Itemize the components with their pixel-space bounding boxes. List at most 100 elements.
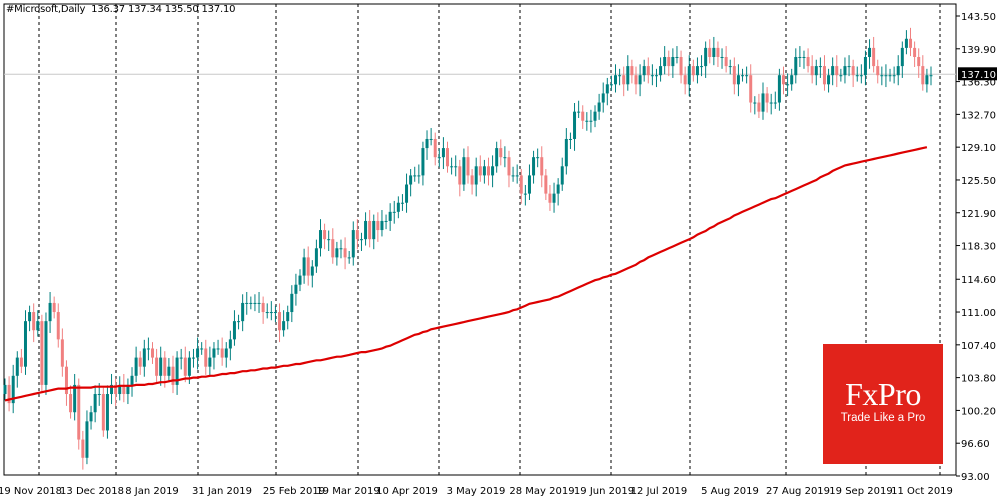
candle-bull xyxy=(802,56,806,58)
candle-bear xyxy=(343,248,347,258)
x-tick-label: 19 Sep 2019 xyxy=(829,486,892,497)
candle-bear xyxy=(433,138,437,158)
candle-bull xyxy=(900,47,904,67)
candle-bull xyxy=(425,138,429,149)
candle-bull xyxy=(294,284,298,294)
candle-bull xyxy=(396,202,400,212)
y-tick-label: 132.70 xyxy=(961,110,996,121)
candle-bear xyxy=(7,384,11,404)
y-tick-label: 103.80 xyxy=(961,374,996,385)
candle-bull xyxy=(609,84,613,86)
candle-bull xyxy=(93,394,97,413)
candle-bear xyxy=(749,75,753,103)
candle-bear xyxy=(81,439,85,458)
candle-bull xyxy=(208,357,212,367)
candle-bull xyxy=(421,148,425,176)
candle-bull xyxy=(761,93,765,112)
candle-bull xyxy=(736,75,740,85)
candle-bull xyxy=(515,175,519,177)
candle-bear xyxy=(781,75,785,85)
low-value: 135.50 xyxy=(164,4,199,15)
candle-bull xyxy=(130,375,134,385)
candle-bear xyxy=(470,175,474,185)
candle-bear xyxy=(581,111,585,121)
plot-frame xyxy=(3,3,957,476)
candle-bull xyxy=(200,348,204,350)
candle-bull xyxy=(650,75,654,77)
candle-bull xyxy=(568,138,572,140)
x-tick-label: 8 Jan 2019 xyxy=(125,486,179,497)
candle-bull xyxy=(454,166,458,168)
candle-bull xyxy=(314,248,318,267)
candle-bull xyxy=(827,75,831,85)
candle-bull xyxy=(351,230,355,258)
candle-bull xyxy=(232,321,236,340)
y-tick-label: 139.90 xyxy=(961,45,996,56)
candle-bull xyxy=(364,220,368,240)
candle-bull xyxy=(253,302,257,304)
candle-bull xyxy=(97,394,101,396)
candle-bear xyxy=(101,394,105,431)
candle-bull xyxy=(265,312,269,314)
x-tick-label: 19 Nov 2018 xyxy=(0,486,62,497)
candle-bull xyxy=(167,366,171,376)
candle-bull xyxy=(843,66,847,76)
candle-bull xyxy=(503,157,507,159)
candle-bull xyxy=(753,102,757,104)
candle-bull xyxy=(302,257,306,276)
candle-bull xyxy=(290,293,294,313)
candle-bull xyxy=(585,120,589,122)
candle-bull xyxy=(126,384,130,395)
candle-bear xyxy=(724,56,728,67)
candle-bear xyxy=(138,357,142,367)
candle-bear xyxy=(765,93,769,103)
high-value: 137.34 xyxy=(127,4,162,15)
candle-bull xyxy=(700,66,704,68)
candle-bull xyxy=(896,66,900,76)
candle-bull xyxy=(704,47,708,67)
candle-bull xyxy=(831,66,835,76)
candle-bull xyxy=(400,202,404,204)
candle-bull xyxy=(73,384,77,413)
candle-bull xyxy=(187,357,191,376)
candle-bear xyxy=(810,66,814,76)
logo-name: FxPro xyxy=(845,376,921,412)
candle-bull xyxy=(273,312,277,314)
candle-bull xyxy=(482,166,486,176)
candle-bear xyxy=(519,175,523,194)
candle-bear xyxy=(540,157,544,176)
candle-bull xyxy=(786,84,790,86)
candle-bear xyxy=(466,157,470,176)
candle-bull xyxy=(335,248,339,258)
close-value: 137.10 xyxy=(201,4,236,15)
candle-bull xyxy=(904,38,908,48)
candle-bull xyxy=(89,412,93,422)
candle-bull xyxy=(105,394,109,431)
candle-bear xyxy=(446,148,450,167)
candle-bull xyxy=(327,239,331,241)
y-tick-label: 125.50 xyxy=(961,176,996,187)
candle-bull xyxy=(146,348,150,350)
candle-bear xyxy=(261,302,265,313)
candle-bull xyxy=(532,157,536,176)
candle-bull xyxy=(626,66,630,85)
x-tick-label: 13 Dec 2018 xyxy=(60,486,124,497)
y-tick-label: 93.00 xyxy=(961,472,990,483)
candle-bull xyxy=(741,75,745,77)
open-value: 136.37 xyxy=(91,4,125,15)
candle-bull xyxy=(298,275,302,285)
candle-bear xyxy=(40,321,44,385)
x-tick-label: 25 Feb 2019 xyxy=(263,486,325,497)
candle-bull xyxy=(417,175,421,177)
candle-bull xyxy=(659,66,663,76)
candle-bull xyxy=(794,56,798,76)
candle-bull xyxy=(601,93,605,103)
y-tick-label: 114.60 xyxy=(961,275,996,286)
current-price-tag-bg xyxy=(958,67,997,81)
candle-bear xyxy=(478,166,482,176)
candle-bull xyxy=(474,166,478,185)
candle-bull xyxy=(245,302,249,304)
candle-bull xyxy=(495,148,499,167)
